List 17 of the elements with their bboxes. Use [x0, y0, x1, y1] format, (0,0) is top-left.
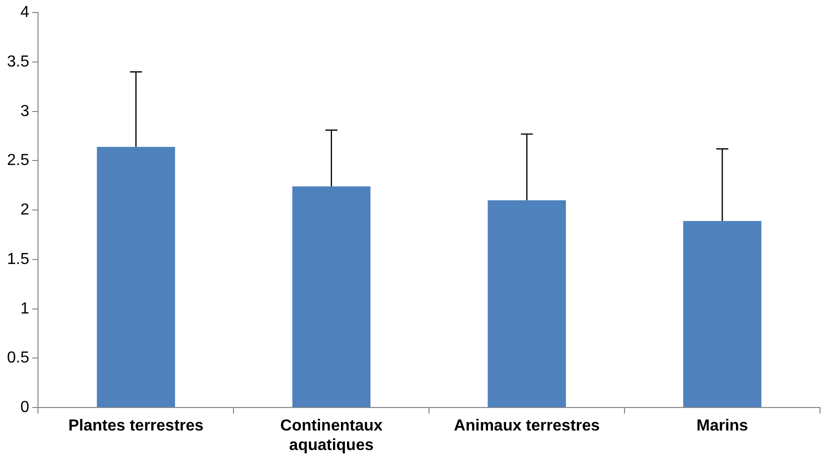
- bar: [683, 220, 762, 408]
- bar: [96, 146, 176, 408]
- y-tick-label: 1: [20, 300, 30, 318]
- x-tick-label: Plantes terrestres: [68, 418, 204, 435]
- bar: [292, 186, 370, 408]
- x-tick-label: Continentaux aquatiques: [280, 418, 383, 454]
- x-tick-label: Marins: [696, 418, 748, 435]
- y-tick-label: 3.5: [6, 53, 30, 70]
- y-tick-label: 0.5: [6, 350, 30, 367]
- y-tick-label: 1.5: [6, 250, 30, 268]
- y-tick-label: 2: [20, 202, 30, 219]
- y-tick-label: 0: [20, 399, 30, 416]
- y-tick-label: 3: [20, 102, 30, 120]
- y-tick-label: 2.5: [6, 152, 30, 170]
- x-tick-label: Animaux terrestres: [454, 418, 600, 435]
- y-tick-label: 4: [20, 4, 30, 22]
- bar: [488, 200, 566, 408]
